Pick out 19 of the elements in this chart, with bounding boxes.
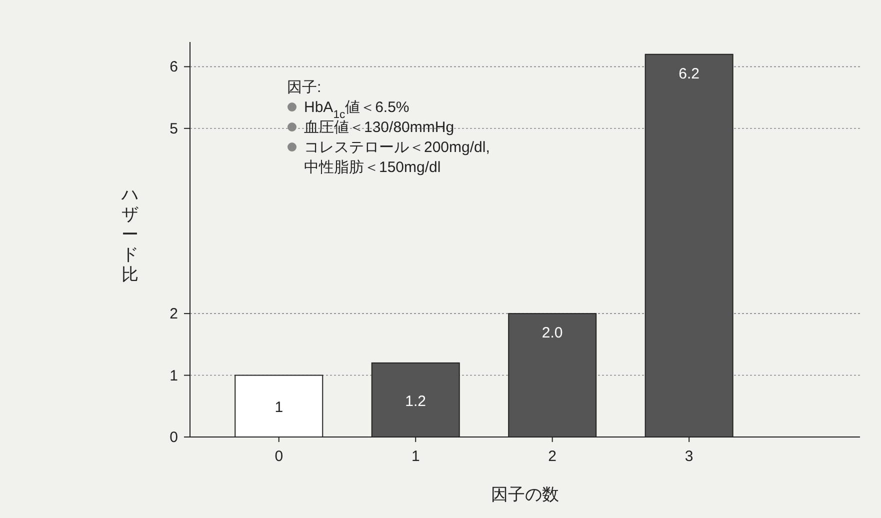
data-label: 2.0	[542, 324, 563, 342]
y-axis-title: ハザード比	[120, 185, 138, 284]
y-tick-label: 0	[170, 429, 178, 446]
data-label: 1	[274, 399, 284, 416]
annotation: 血圧値＜130/80mmHg	[304, 119, 454, 136]
data-label: 1.2	[405, 392, 426, 410]
x-tick-label: 2	[548, 448, 557, 465]
x-tick-label: 3	[684, 448, 694, 465]
annotation: 因子:	[287, 79, 322, 96]
y-tick-label: 2	[170, 306, 178, 323]
data-label: 6.2	[678, 65, 700, 82]
y-tick-label: 6	[170, 58, 178, 76]
x-tick-label: 0	[274, 448, 284, 465]
y-tick-label: 5	[170, 120, 178, 138]
annotation: HbA$_{1c}$値＜6.5%	[304, 99, 410, 121]
x-axis-title: 因子の数	[491, 485, 559, 504]
y-tick-label: 1	[170, 367, 178, 384]
annotation: コレステロール＜200mg/dl, 中性脂肪＜150mg/dl	[304, 139, 490, 176]
x-tick-label: 1	[411, 448, 420, 465]
